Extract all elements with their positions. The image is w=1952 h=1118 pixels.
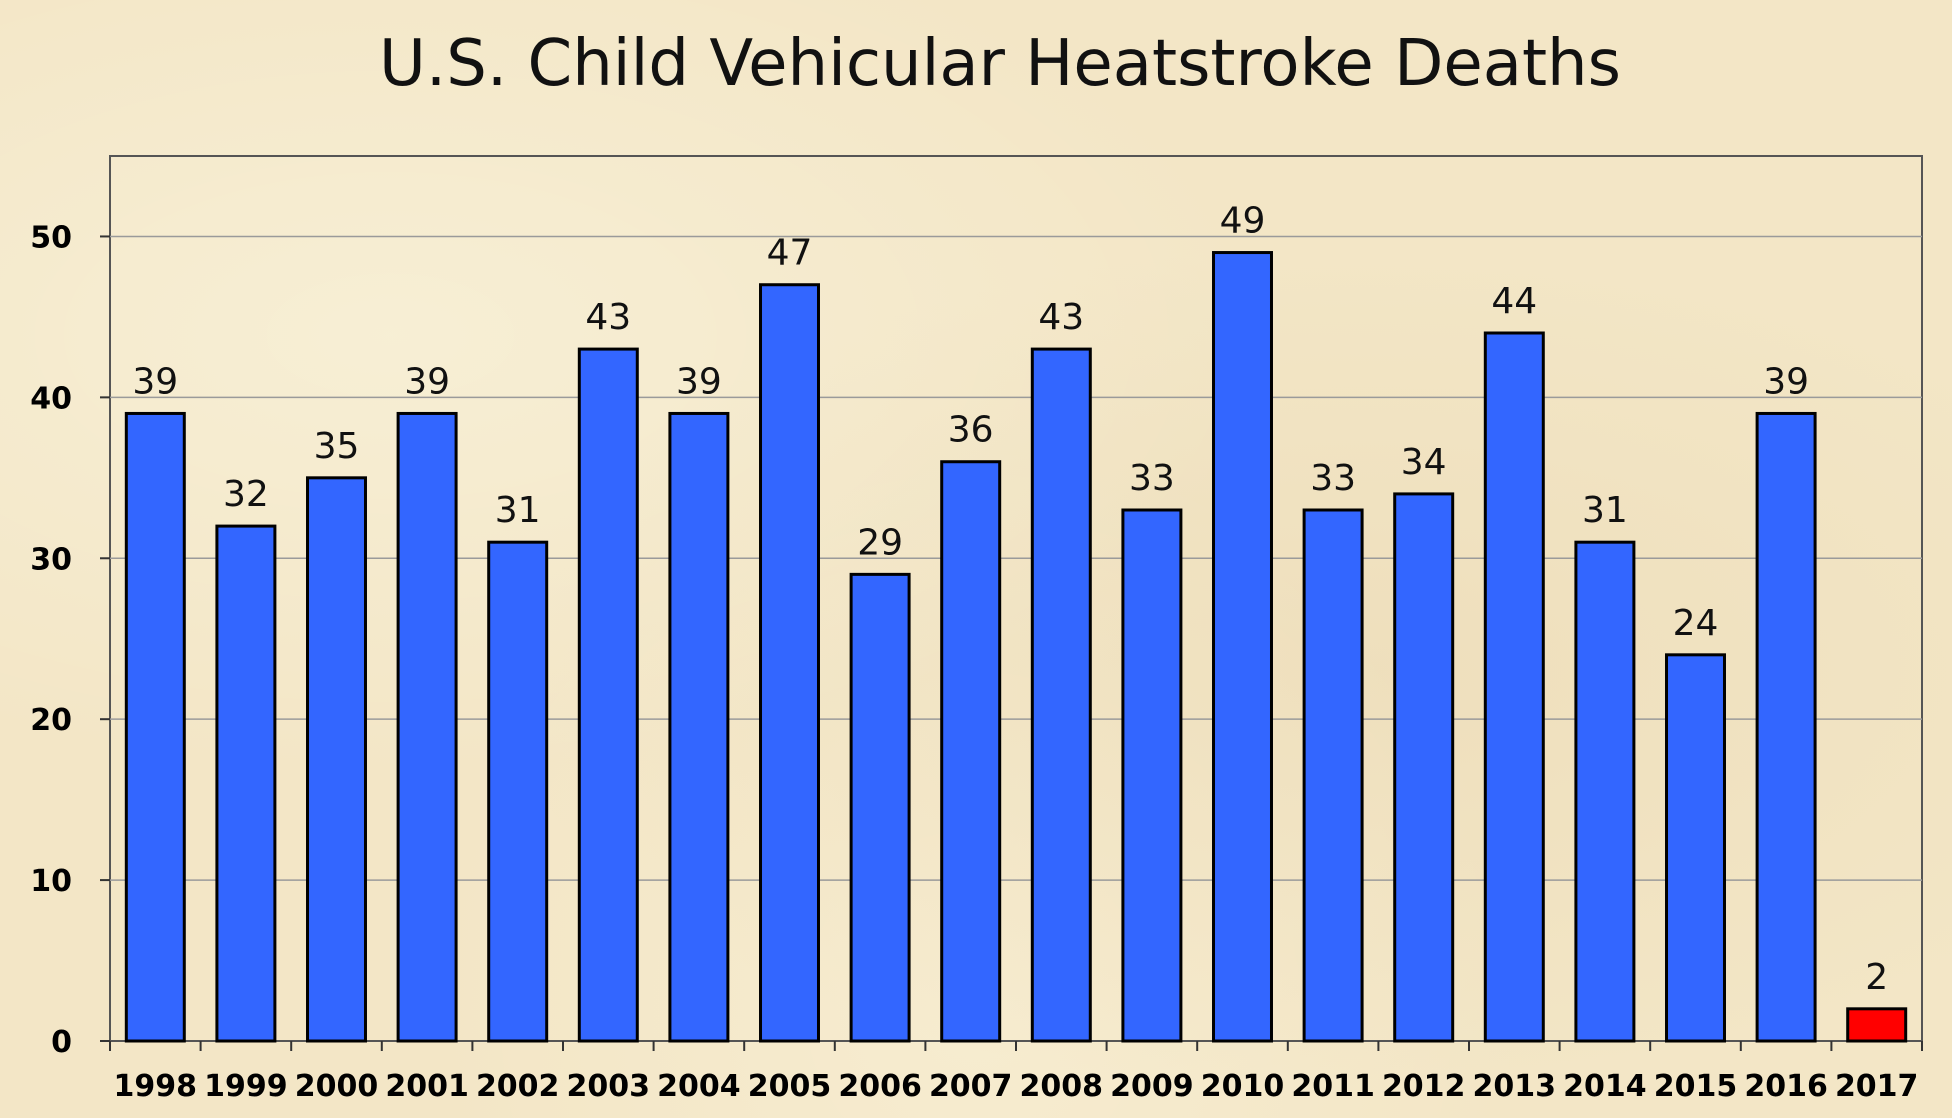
data-label-2007: 36 — [948, 410, 994, 451]
data-label-2003: 43 — [585, 297, 631, 338]
data-label-1999: 32 — [223, 474, 269, 515]
x-tick-label: 2015 — [1654, 1069, 1738, 1104]
bar-2010 — [1212, 251, 1273, 1043]
data-label-2010: 49 — [1220, 201, 1266, 242]
x-tick-label: 2002 — [476, 1069, 560, 1104]
data-label-2011: 33 — [1310, 458, 1356, 499]
bar-2003 — [577, 347, 639, 1043]
data-label-2002: 31 — [495, 490, 541, 531]
bar-2005 — [759, 283, 820, 1043]
bar-2007 — [940, 460, 1002, 1043]
y-axis: 0 10 20 30 40 50 — [30, 220, 110, 1060]
y-tick-label: 0 — [51, 1025, 72, 1060]
chart-title: U.S. Child Vehicular Heatstroke Deaths — [379, 27, 1621, 101]
bar-2008 — [1030, 347, 1092, 1043]
bar-1999 — [215, 524, 277, 1043]
data-label-2004: 39 — [676, 361, 722, 402]
x-tick-label: 2006 — [838, 1069, 922, 1104]
bar-2006 — [849, 572, 911, 1043]
bar-2011 — [1302, 508, 1364, 1043]
y-tick-label: 20 — [30, 703, 72, 738]
x-tick-label: 2010 — [1201, 1069, 1285, 1104]
x-tick-label: 2013 — [1473, 1069, 1557, 1104]
x-axis: 1998 1999 2000 2001 2002 2003 2004 2005 2006 2007… — [109, 1041, 1923, 1104]
x-tick-label: 2007 — [929, 1069, 1013, 1104]
data-label-2012: 34 — [1401, 442, 1447, 483]
x-tick-label: 2001 — [385, 1069, 469, 1104]
y-tick-label: 10 — [30, 864, 72, 899]
bar-2002 — [487, 540, 549, 1043]
bar-2012 — [1393, 492, 1455, 1043]
x-tick-label: 2012 — [1382, 1069, 1466, 1104]
x-tick-label: 2003 — [567, 1069, 651, 1104]
bar-2001 — [396, 411, 458, 1043]
data-label-2016: 39 — [1763, 361, 1809, 402]
bar-2015 — [1665, 653, 1726, 1043]
data-label-2017: 2 — [1865, 957, 1888, 998]
bar-2017 — [1846, 1007, 1908, 1043]
bars — [124, 251, 1908, 1043]
data-label-2009: 33 — [1129, 458, 1175, 499]
y-tick-label: 30 — [30, 542, 72, 577]
x-tick-label: 2016 — [1744, 1069, 1828, 1104]
x-tick-label: 2009 — [1110, 1069, 1194, 1104]
plot-area — [109, 155, 1923, 1042]
bar-2013 — [1483, 331, 1545, 1043]
bar-2016 — [1755, 411, 1817, 1043]
data-label-2014: 31 — [1582, 490, 1628, 531]
data-label-2005: 47 — [767, 233, 813, 274]
bar-2009 — [1121, 508, 1183, 1043]
x-tick-label: 2005 — [748, 1069, 832, 1104]
data-label-2001: 39 — [404, 361, 450, 402]
y-tick-label: 40 — [30, 381, 72, 416]
data-label-2000: 35 — [314, 426, 360, 467]
bar-2014 — [1574, 540, 1636, 1043]
x-tick-label: 1999 — [204, 1069, 288, 1104]
data-label-2013: 44 — [1491, 281, 1537, 322]
x-tick-label: 2000 — [295, 1069, 379, 1104]
data-label-2015: 24 — [1673, 603, 1719, 644]
data-label-2006: 29 — [857, 522, 903, 563]
gridlines — [110, 235, 1922, 881]
x-tick-label: 2017 — [1835, 1069, 1919, 1104]
x-tick-label: 2014 — [1563, 1069, 1647, 1104]
data-label-2008: 43 — [1038, 297, 1084, 338]
y-tick-label: 50 — [30, 220, 72, 255]
value-labels: 39 32 35 39 31 43 39 47 29 36 43 33 49 33 34 44 31 24 39 2 — [132, 201, 1888, 998]
bar-2000 — [306, 476, 367, 1043]
bar-1998 — [124, 411, 186, 1043]
x-tick-label: 1998 — [114, 1069, 198, 1104]
data-label-1998: 39 — [132, 361, 178, 402]
x-tick-label: 2004 — [657, 1069, 741, 1104]
bar-2004 — [668, 411, 730, 1043]
x-tick-label: 2011 — [1291, 1069, 1375, 1104]
x-tick-label: 2008 — [1020, 1069, 1104, 1104]
